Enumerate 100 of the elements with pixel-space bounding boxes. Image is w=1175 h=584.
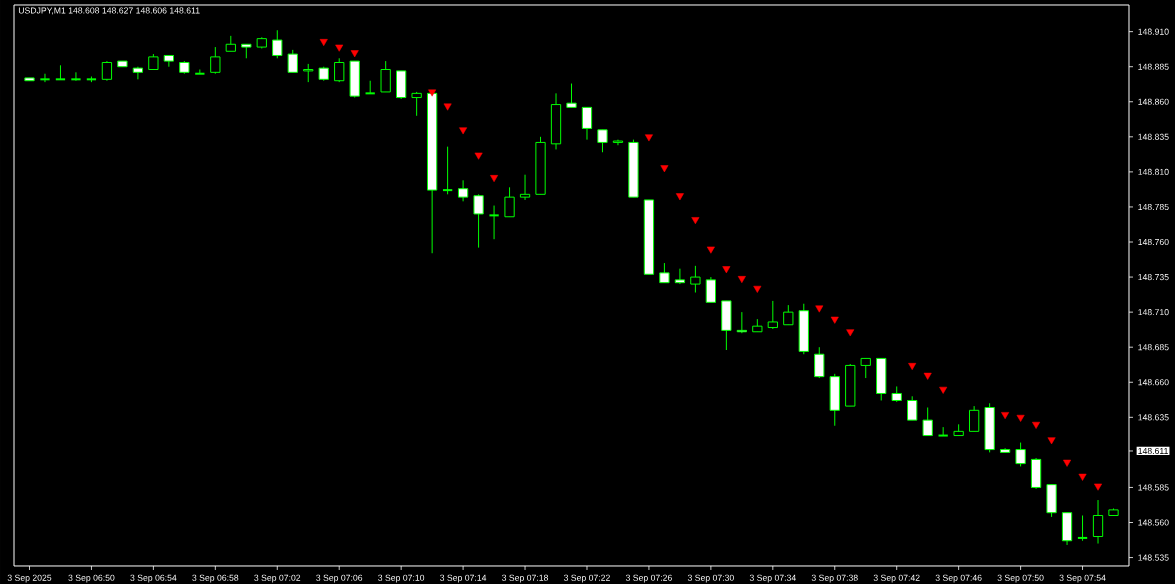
y-tick-label: 148.710 <box>1138 309 1169 316</box>
candlestick <box>272 29 283 59</box>
y-tick-label: 148.835 <box>1138 133 1169 140</box>
x-tick-label: 3 Sep 07:54 <box>1059 574 1106 583</box>
point <box>428 89 437 97</box>
candlestick <box>411 91 422 117</box>
y-tick-label: 148.810 <box>1138 168 1169 175</box>
x-tick-label: 3 Sep 07:10 <box>378 574 425 583</box>
y-tick-label: 148.885 <box>1138 63 1169 70</box>
candlestick <box>287 49 298 73</box>
y-tick-label: 148.860 <box>1138 98 1169 105</box>
point <box>691 217 700 225</box>
candlestick <box>907 395 918 421</box>
point <box>737 276 746 284</box>
y-tick-label: 148.585 <box>1138 484 1169 491</box>
x-tick-label: 3 Sep 07:06 <box>316 574 363 583</box>
x-tick-label: 3 Sep 07:46 <box>935 574 982 583</box>
candlestick <box>132 66 144 80</box>
x-tick-label: 3 Sep 07:02 <box>254 574 301 583</box>
candlestick <box>488 205 500 240</box>
x-tick-label: 3 Sep 07:42 <box>873 574 920 583</box>
x-tick-label: 3 Sep 06:54 <box>130 574 177 583</box>
y-tick-label: 148.535 <box>1138 554 1169 561</box>
candlestick <box>163 54 175 68</box>
point <box>474 152 483 160</box>
x-tick-label: 3 Sep 07:18 <box>502 574 549 583</box>
candlestick <box>303 63 314 83</box>
candlestick <box>674 268 686 285</box>
candlestick <box>39 73 51 83</box>
y-tick-label: 148.735 <box>1138 274 1169 281</box>
point <box>319 39 328 46</box>
candlestick <box>937 426 949 437</box>
candlestick <box>767 300 778 330</box>
candlestick <box>101 60 113 82</box>
x-tick-label: 3 Sep 07:14 <box>440 574 487 583</box>
point <box>1001 412 1010 420</box>
candlestick <box>968 405 980 432</box>
candlestick <box>705 276 717 303</box>
y-tick-label: 148.611 <box>1138 447 1168 455</box>
point <box>644 134 653 142</box>
point <box>459 127 468 135</box>
candlestick <box>1015 442 1026 467</box>
point <box>706 246 715 254</box>
point <box>1016 414 1025 422</box>
candlestick <box>659 262 670 284</box>
candlestick <box>566 83 577 108</box>
y-tick-label: 148.760 <box>1138 238 1169 246</box>
point <box>1063 459 1072 467</box>
point <box>1078 473 1087 481</box>
x-tick-label: 3 Sep 07:26 <box>625 574 672 583</box>
point <box>350 50 359 58</box>
point <box>753 285 762 293</box>
y-tick-label: 148.785 <box>1138 203 1169 211</box>
candlestick <box>581 106 593 141</box>
point <box>923 372 932 380</box>
chart-title: USDJPY,M1 148.608 148.627 148.606 148.611 <box>18 7 200 15</box>
x-tick-label: 3 Sep 06:58 <box>192 574 239 583</box>
point <box>939 386 948 394</box>
candlestick <box>690 265 701 293</box>
x-tick-label: 3 Sep 07:50 <box>997 574 1044 583</box>
candlestick <box>922 407 933 437</box>
y-tick-label: 148.685 <box>1138 344 1169 351</box>
candlestick <box>597 129 608 153</box>
candlestick <box>334 57 345 83</box>
candlestick <box>1076 514 1089 542</box>
x-tick-label: 3 Sep 07:30 <box>687 574 734 583</box>
point <box>335 44 344 52</box>
x-tick-label: 3 Sep 06:50 <box>68 574 115 583</box>
y-tick-label: 148.910 <box>1138 28 1169 35</box>
point <box>722 266 731 274</box>
candlestick <box>473 193 484 249</box>
candlestick <box>441 146 454 195</box>
y-tick-label: 148.635 <box>1138 414 1169 421</box>
point <box>830 316 839 324</box>
candlestick <box>54 64 67 81</box>
candlestick <box>860 357 871 379</box>
y-tick-label: 148.660 <box>1138 379 1169 386</box>
candlestick <box>783 304 794 326</box>
candlestick <box>210 46 221 75</box>
candlestick <box>1092 499 1104 545</box>
candlestick <box>814 346 825 379</box>
point <box>660 165 669 173</box>
x-tick-label: 3 Sep 07:22 <box>563 574 610 583</box>
point <box>1047 437 1056 445</box>
point <box>675 193 684 201</box>
candlestick <box>70 71 82 82</box>
point <box>1094 483 1102 491</box>
candlestick <box>380 60 391 93</box>
candlestick <box>504 186 515 218</box>
x-tick-label: 3 Sep 07:34 <box>749 574 796 583</box>
point <box>443 103 452 111</box>
point <box>815 305 824 313</box>
candlestick <box>457 179 469 202</box>
x-tick-label: 3 Sep 07:38 <box>811 574 858 583</box>
y-tick-label: 148.560 <box>1138 519 1169 526</box>
candlestick <box>519 174 531 201</box>
point <box>908 363 917 370</box>
point <box>1032 421 1041 429</box>
point <box>490 175 499 183</box>
point <box>846 329 855 337</box>
